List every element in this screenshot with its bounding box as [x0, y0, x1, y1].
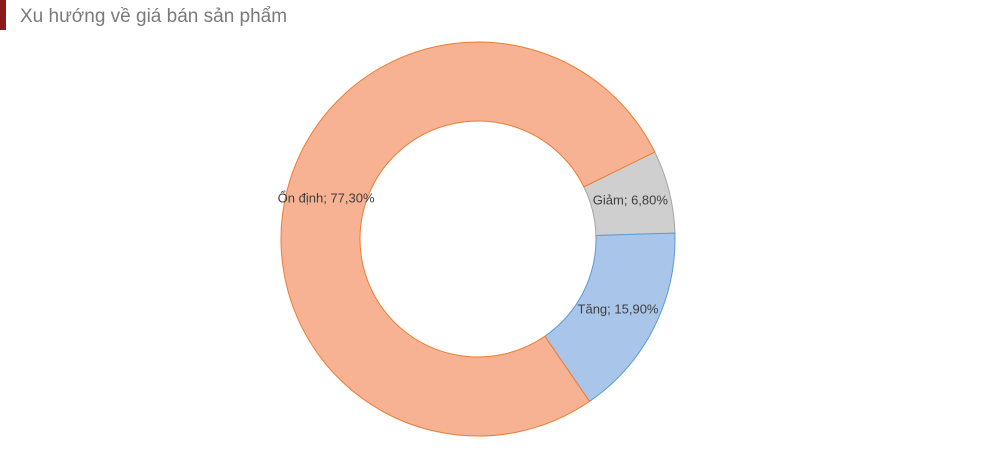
chart-title: Xu hướng về giá bán sản phẩm — [20, 6, 287, 27]
data-label: Giảm; 6,80% — [593, 193, 669, 208]
title-accent — [0, 0, 6, 30]
data-label: Tăng; 15,90% — [578, 301, 659, 316]
donut-slice — [280, 41, 656, 437]
data-label: Ổn định; 77,30% — [278, 191, 375, 206]
